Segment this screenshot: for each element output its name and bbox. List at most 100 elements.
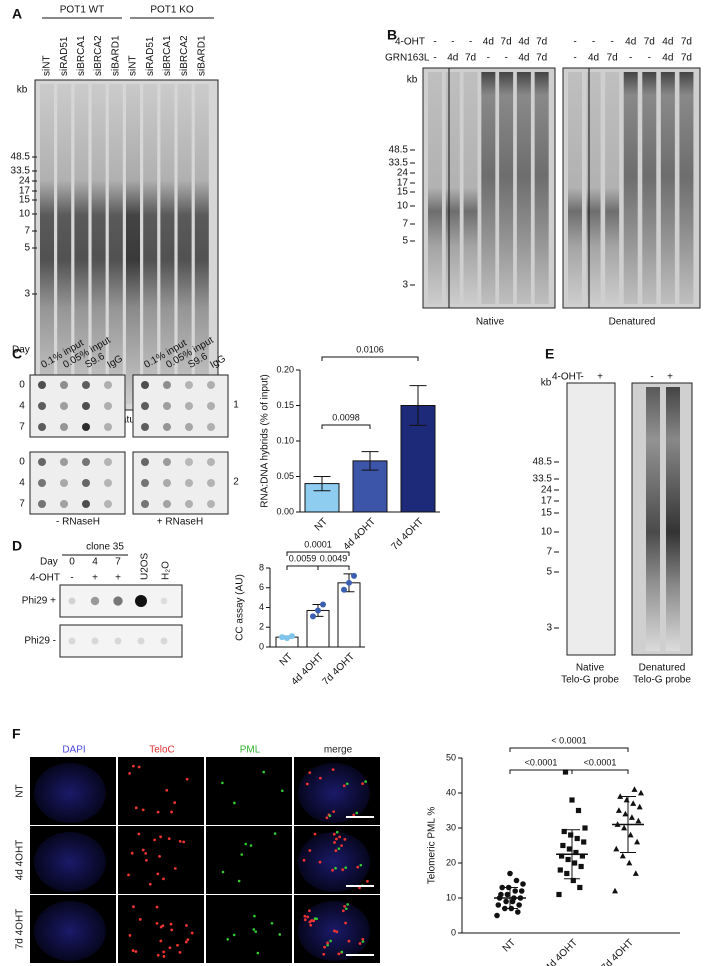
p-value: 0.0059 bbox=[289, 553, 317, 563]
focus bbox=[182, 840, 186, 844]
focus bbox=[141, 848, 145, 852]
lane bbox=[445, 72, 460, 304]
focus bbox=[145, 858, 148, 862]
nucleus bbox=[298, 763, 370, 823]
day-value: 4 bbox=[19, 478, 25, 489]
focus bbox=[131, 949, 135, 952]
lane-value: + bbox=[92, 573, 98, 584]
focus bbox=[153, 838, 157, 842]
lane-value: - bbox=[487, 53, 490, 64]
dot bbox=[141, 479, 149, 487]
y-tick-label: 0 bbox=[451, 927, 456, 937]
dot bbox=[163, 381, 171, 389]
micrograph bbox=[118, 895, 204, 963]
focus bbox=[302, 858, 306, 862]
focus bbox=[361, 940, 365, 943]
size-marker: 15 bbox=[397, 187, 409, 198]
focus bbox=[168, 946, 172, 950]
focus bbox=[308, 771, 312, 775]
focus bbox=[138, 918, 142, 921]
data-point bbox=[570, 877, 576, 884]
y-tick-label: 10 bbox=[446, 892, 456, 902]
y-tick-label: 0.20 bbox=[276, 364, 294, 374]
focus bbox=[358, 886, 361, 890]
focus bbox=[337, 952, 341, 956]
lane-value: 7d bbox=[681, 37, 692, 48]
focus bbox=[165, 788, 169, 792]
data-point bbox=[515, 909, 521, 915]
focus bbox=[132, 905, 135, 909]
lane-value: - bbox=[433, 53, 436, 64]
dot bbox=[141, 423, 149, 431]
focus bbox=[333, 841, 336, 844]
data-point bbox=[516, 902, 522, 908]
replicate: 2 bbox=[233, 477, 239, 488]
row-label: GRN163L bbox=[385, 53, 430, 64]
lane-value: 4d bbox=[625, 37, 636, 48]
focus bbox=[237, 879, 241, 883]
focus bbox=[162, 950, 166, 954]
focus bbox=[313, 832, 317, 836]
x-tick-label: 4d 4OHT bbox=[544, 937, 580, 966]
size-marker: 5 bbox=[402, 236, 408, 247]
lane-label: siRAD51 bbox=[59, 36, 70, 76]
significance-bracket bbox=[317, 565, 350, 570]
focus bbox=[334, 849, 338, 853]
lane bbox=[568, 72, 582, 304]
dot bbox=[60, 458, 68, 466]
size-marker: 17 bbox=[19, 186, 31, 197]
focus bbox=[190, 931, 194, 935]
focus bbox=[128, 934, 132, 937]
focus bbox=[344, 921, 348, 925]
focus bbox=[178, 950, 182, 954]
x-tick-label: 4d 4OHT bbox=[342, 516, 378, 552]
focus bbox=[306, 915, 310, 919]
focus bbox=[162, 955, 166, 958]
lane bbox=[463, 72, 478, 304]
dot bbox=[82, 423, 90, 431]
focus bbox=[332, 832, 336, 836]
size-marker: 48.5 bbox=[533, 457, 553, 468]
bar bbox=[337, 582, 361, 648]
dot bbox=[104, 402, 112, 410]
focus bbox=[334, 866, 337, 870]
data-point bbox=[613, 845, 620, 852]
data-point bbox=[622, 810, 629, 817]
x-tick-label: 7d 4OHT bbox=[600, 937, 636, 966]
focus bbox=[141, 808, 145, 812]
unit-label: kb bbox=[541, 378, 552, 389]
data-point bbox=[507, 870, 513, 877]
focus bbox=[221, 870, 225, 874]
day-value: 4 bbox=[19, 401, 25, 412]
day-label: Day bbox=[40, 557, 58, 568]
lane-value: 7d bbox=[536, 53, 547, 64]
lane-value: - bbox=[573, 37, 576, 48]
y-tick-label: 0 bbox=[259, 641, 264, 651]
size-marker: 48.5 bbox=[11, 152, 31, 163]
size-marker: 24 bbox=[397, 168, 409, 179]
lane-value: - bbox=[451, 37, 454, 48]
dot bbox=[185, 479, 193, 487]
focus bbox=[341, 909, 345, 913]
focus bbox=[233, 801, 236, 805]
focus bbox=[131, 764, 135, 768]
focus bbox=[340, 844, 343, 848]
lane-label: siRAD51 bbox=[145, 36, 156, 76]
clone-label: clone 35 bbox=[86, 542, 124, 553]
data-point bbox=[569, 797, 575, 803]
dot bbox=[163, 479, 171, 487]
data-point bbox=[612, 887, 618, 894]
lane bbox=[194, 84, 209, 404]
lane-value: - bbox=[610, 37, 613, 48]
data-point bbox=[573, 849, 579, 856]
lane bbox=[534, 72, 549, 304]
focus bbox=[308, 849, 312, 852]
focus bbox=[232, 933, 236, 937]
lane-value: - bbox=[469, 37, 472, 48]
caption: Telo-G probe bbox=[561, 675, 619, 686]
significance-bracket bbox=[321, 424, 371, 429]
micrograph bbox=[118, 757, 204, 825]
data-point bbox=[561, 828, 567, 835]
lane-label: siBRCA2 bbox=[93, 35, 104, 76]
dot bbox=[185, 458, 193, 466]
